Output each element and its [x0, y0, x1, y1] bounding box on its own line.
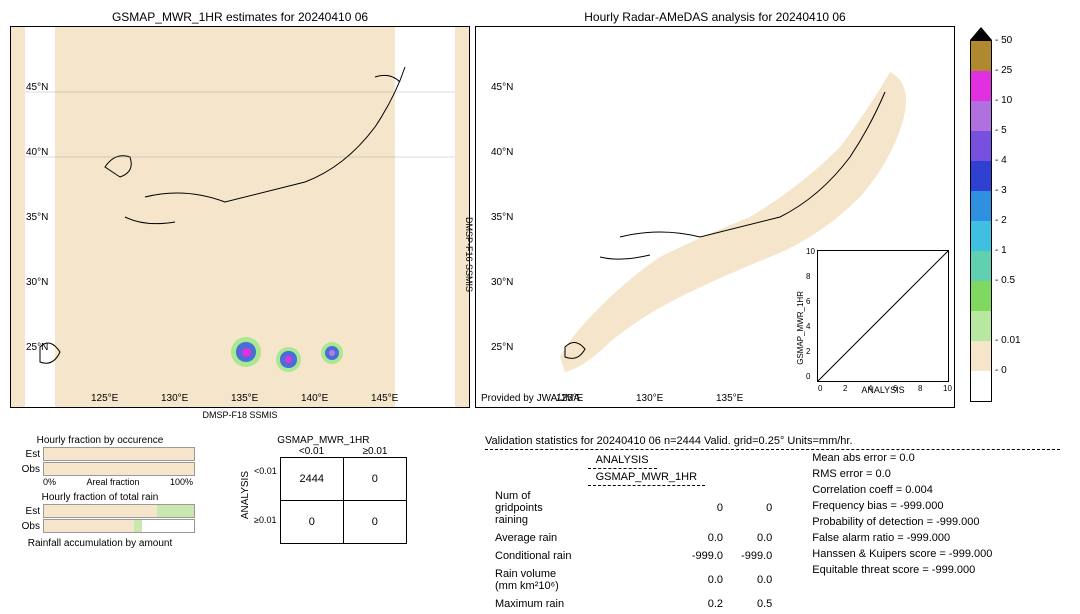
colorbar-arrow-icon [970, 27, 992, 40]
lon-tick: 130°E [636, 393, 663, 404]
occurrence-title: Hourly fraction by occurence [10, 435, 190, 446]
swath-label-2: DMSP-F18 SSMIS [10, 410, 470, 420]
inset-ylabel: GSMAP_MWR_1HR [796, 291, 805, 365]
contingency-title: GSMAP_MWR_1HR [240, 435, 407, 446]
lon-tick: 135°E [231, 393, 258, 404]
provider-label: Provided by JWA/JMA [481, 393, 580, 404]
lat-tick: 25°N [26, 342, 48, 353]
stats-table: ANALYSIS GSMAP_MWR_1HR Num of gridpoints… [485, 450, 782, 614]
right-map-title: Hourly Radar-AMeDAS analysis for 2024041… [475, 10, 955, 24]
inset-scatter: ANALYSIS GSMAP_MWR_1HR 0246810 0246810 [817, 250, 949, 382]
colorbar: - 50- 25- 10- 5- 4- 3- 2- 1- 0.5- 0.01- … [960, 10, 1060, 430]
contingency-table: GSMAP_MWR_1HR ANALYSIS <0.01 ≥0.01 <0.01… [240, 435, 407, 544]
main-container: GSMAP_MWR_1HR estimates for 20240410 06 … [10, 10, 1070, 605]
left-map-box: 45°N 40°N 35°N 30°N 25°N 125°E 130°E 135… [10, 26, 470, 408]
stats-panel: Validation statistics for 20240410 06 n=… [475, 435, 1060, 605]
accum-title: Rainfall accumulation by amount [10, 538, 190, 549]
lat-tick: 30°N [26, 277, 48, 288]
lon-tick: 125°E [91, 393, 118, 404]
lon-tick: 145°E [371, 393, 398, 404]
lon-tick: 140°E [301, 393, 328, 404]
lat-tick: 45°N [491, 82, 513, 93]
bottom-left-panel: Hourly fraction by occurence EstObs 0% A… [10, 435, 470, 605]
lat-tick: 25°N [491, 342, 513, 353]
colorbar-strip [970, 40, 992, 402]
lat-tick: 35°N [26, 212, 48, 223]
lon-tick: 130°E [161, 393, 188, 404]
lon-tick: 135°E [716, 393, 743, 404]
stats-header: Validation statistics for 20240410 06 n=… [485, 435, 1060, 450]
swath-label-1: DMSP-F16 SSMIS [464, 217, 474, 292]
lat-tick: 45°N [26, 82, 48, 93]
lat-tick: 40°N [491, 147, 513, 158]
right-map-panel: Hourly Radar-AMeDAS analysis for 2024041… [475, 10, 955, 430]
contingency-row-label: ANALYSIS [240, 471, 251, 519]
right-map-box: 45°N 40°N 35°N 30°N 25°N 125°E 130°E 135… [475, 26, 955, 408]
lat-tick: 30°N [491, 277, 513, 288]
stats-col-header: ANALYSIS [588, 452, 657, 469]
occurrence-axis: 0% Areal fraction 100% [43, 477, 193, 487]
stats-metrics: Mean abs error = 0.0RMS error = 0.0Corre… [812, 450, 1060, 614]
stats-col-header: GSMAP_MWR_1HR [588, 469, 705, 486]
lat-tick: 35°N [491, 212, 513, 223]
total-title: Hourly fraction of total rain [10, 492, 190, 503]
left-map-panel: GSMAP_MWR_1HR estimates for 20240410 06 … [10, 10, 470, 430]
lat-tick: 40°N [26, 147, 48, 158]
contingency-cells: 24440 00 [280, 457, 407, 544]
inset-xlabel: ANALYSIS [818, 385, 948, 395]
left-map-title: GSMAP_MWR_1HR estimates for 20240410 06 [10, 10, 470, 24]
